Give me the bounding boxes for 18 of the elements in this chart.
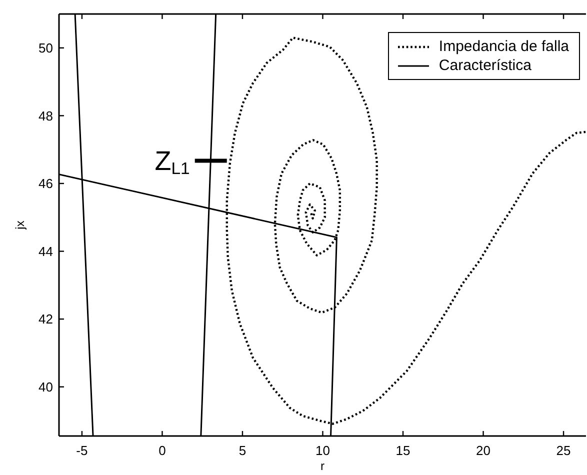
x-tick-label: 25 [556, 443, 571, 458]
y-tick-label: 46 [38, 176, 53, 192]
x-tick-label: 15 [396, 443, 410, 458]
x-tick-label: 10 [316, 443, 330, 458]
x-tick-label: 5 [238, 443, 246, 458]
x-tick-label: 20 [476, 443, 490, 458]
legend-label: Impedancia de falla [438, 38, 569, 55]
y-tick-label: 50 [38, 40, 53, 56]
x-tick-label: -5 [76, 443, 88, 458]
y-axis-title: jx [13, 220, 27, 230]
y-tick-label: 48 [38, 108, 53, 124]
annotation: Z$_{L1}$ [154, 146, 190, 178]
y-tick-label: 40 [38, 379, 53, 394]
x-tick-label: 0 [158, 443, 166, 458]
x-axis-title: r [320, 459, 324, 473]
y-tick-label: 42 [38, 312, 53, 327]
y-tick-label: 44 [38, 244, 53, 259]
legend-label: Característica [438, 57, 532, 74]
